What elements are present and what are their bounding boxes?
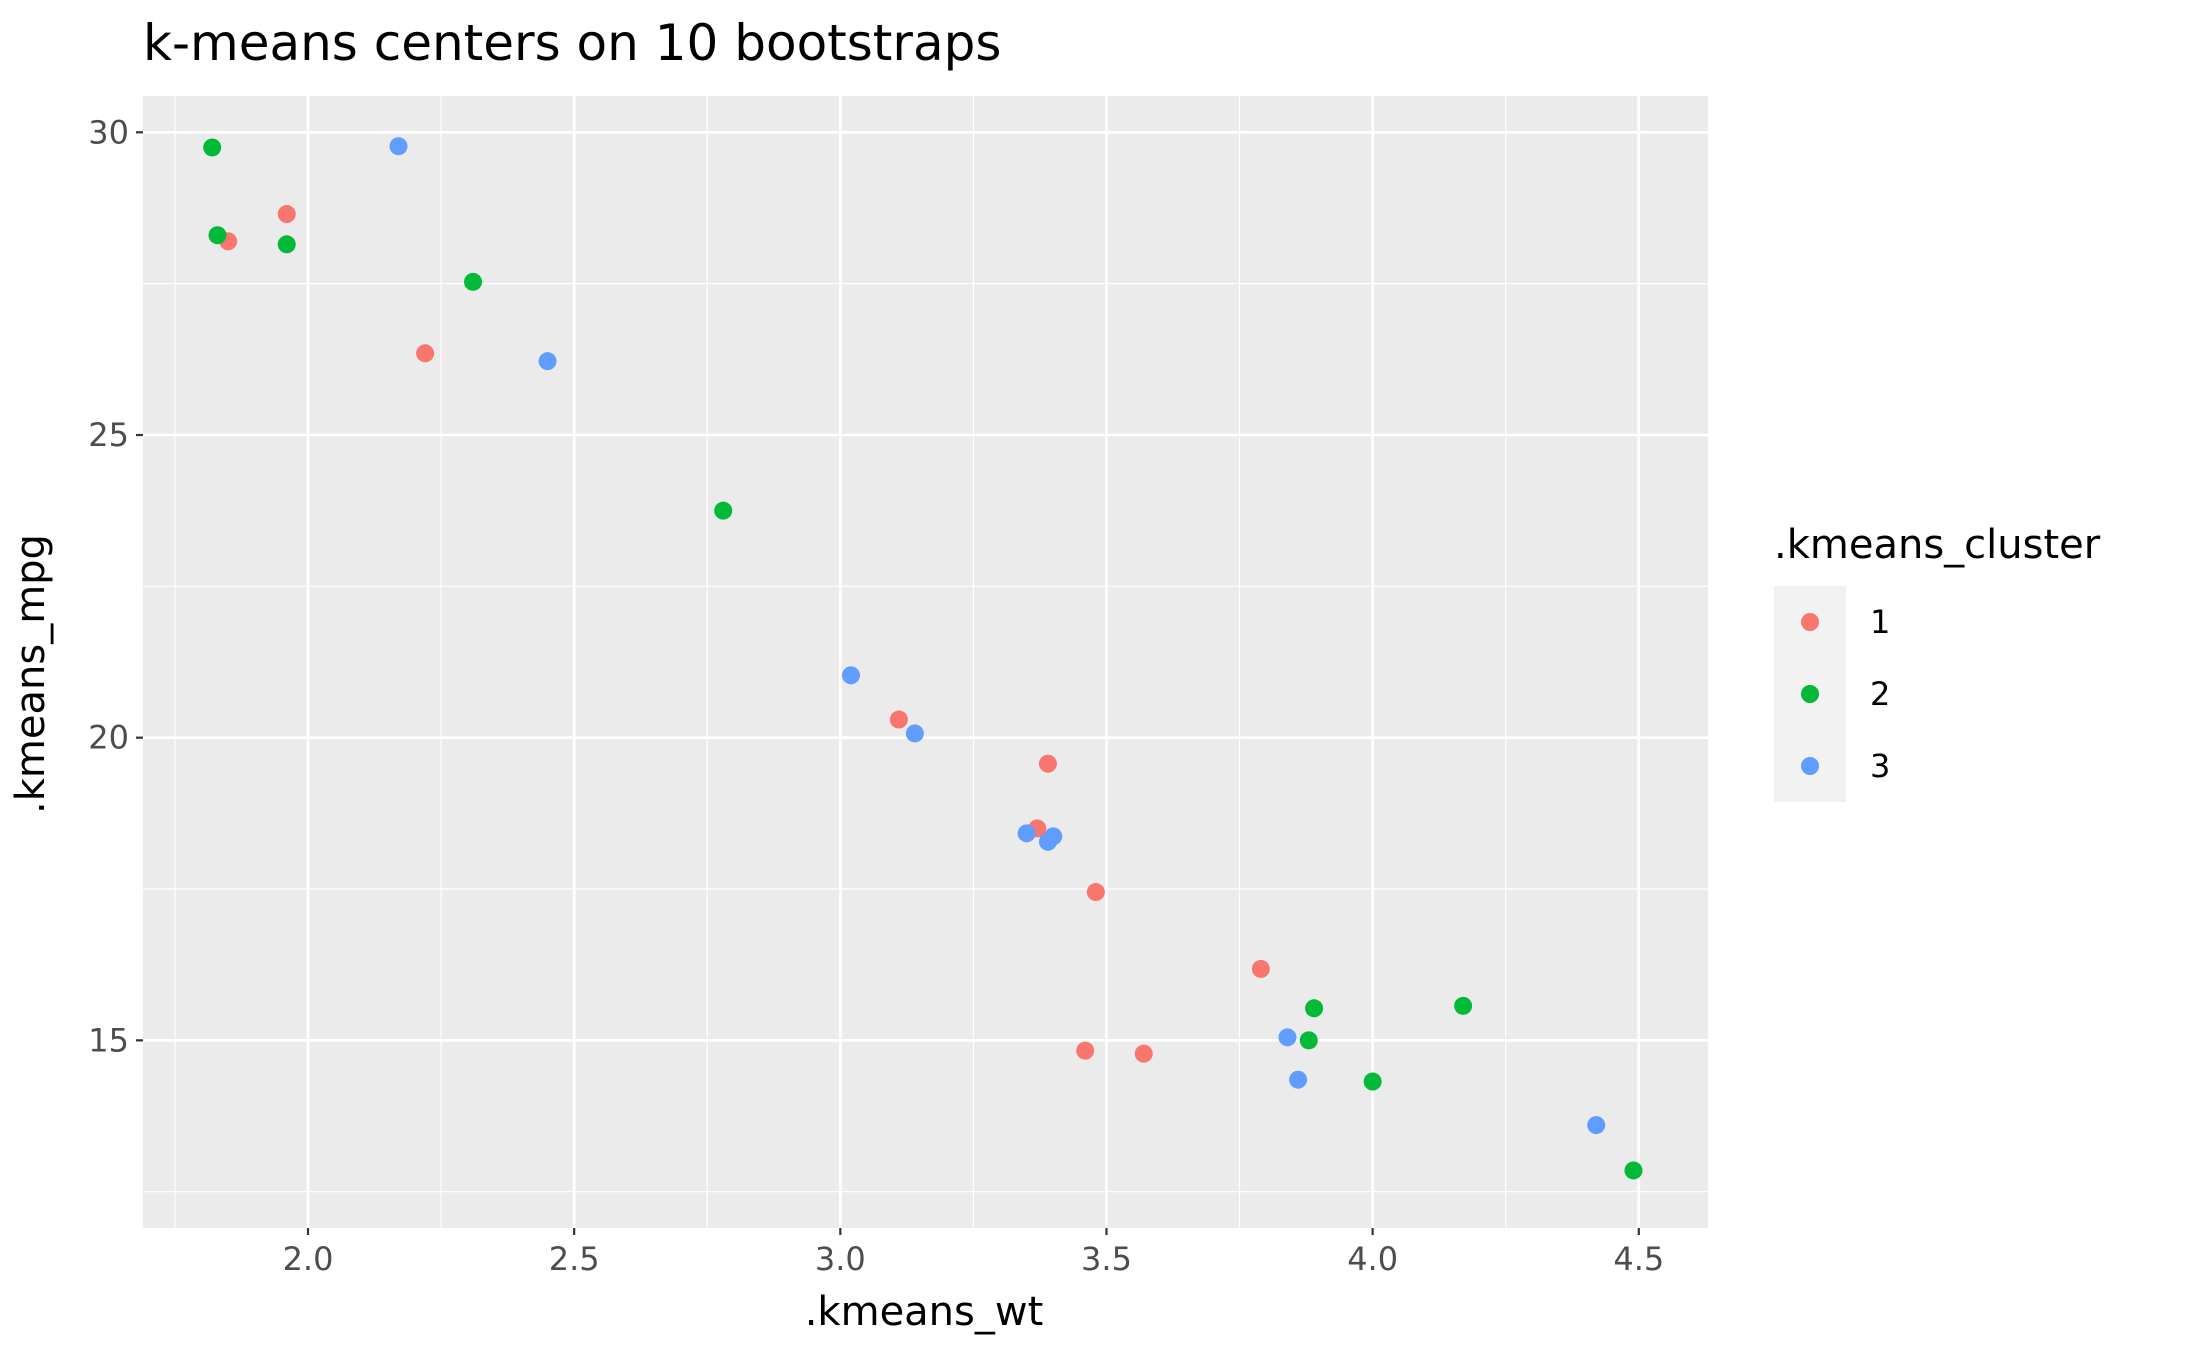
data-point-cluster-2: [1454, 996, 1473, 1015]
data-point-cluster-2: [1363, 1072, 1382, 1091]
x-axis-title: .kmeans_wt: [805, 1289, 1044, 1335]
legend-label-1: 1: [1870, 603, 1890, 641]
x-tick-label: 4.5: [1613, 1240, 1664, 1278]
data-point-cluster-1: [1251, 959, 1270, 978]
x-tick-label: 3.5: [1081, 1240, 1132, 1278]
y-axis-title: .kmeans_mpg: [8, 534, 54, 814]
legend-key-1: [1801, 613, 1819, 631]
data-point-cluster-2: [464, 272, 483, 291]
y-tick-label: 25: [88, 416, 129, 454]
data-point-cluster-3: [538, 352, 557, 371]
data-point-cluster-2: [277, 235, 296, 254]
data-point-cluster-2: [203, 138, 222, 157]
legend: .kmeans_cluster 1 2 3: [1774, 522, 2101, 802]
data-point-cluster-1: [889, 710, 908, 729]
data-point-cluster-1: [277, 205, 296, 224]
data-point-cluster-1: [1086, 883, 1105, 902]
data-point-cluster-1: [1134, 1044, 1153, 1063]
chart-title: k-means centers on 10 bootstraps: [143, 14, 1001, 72]
data-point-cluster-3: [905, 724, 924, 743]
data-point-cluster-3: [1038, 832, 1057, 851]
minor-gridlines: [143, 96, 1708, 1228]
major-gridlines: [143, 96, 1708, 1228]
y-tick-label: 15: [88, 1021, 129, 1059]
data-point-cluster-1: [1076, 1041, 1095, 1060]
x-axis-ticks: 2.0 2.5 3.0 3.5 4.0 4.5: [283, 1228, 1664, 1278]
legend-title: .kmeans_cluster: [1774, 522, 2101, 568]
data-point-cluster-3: [389, 137, 408, 156]
data-point-cluster-2: [1305, 999, 1324, 1018]
x-tick-label: 2.5: [549, 1240, 600, 1278]
legend-key-2: [1801, 685, 1819, 703]
plot-panel: [143, 96, 1708, 1228]
data-point-cluster-3: [1289, 1070, 1308, 1089]
legend-label-2: 2: [1870, 675, 1890, 713]
data-point-cluster-2: [208, 226, 227, 245]
y-tick-label: 30: [88, 113, 129, 151]
x-tick-label: 3.0: [815, 1240, 866, 1278]
legend-label-3: 3: [1870, 747, 1890, 785]
data-point-cluster-1: [416, 344, 435, 363]
x-tick-label: 2.0: [283, 1240, 334, 1278]
data-point-cluster-3: [1587, 1116, 1606, 1135]
data-point-cluster-3: [1017, 824, 1036, 843]
data-point-cluster-3: [1278, 1028, 1297, 1047]
data-point-cluster-1: [1038, 754, 1057, 773]
y-tick-label: 20: [88, 719, 129, 757]
legend-entries: 1 2 3: [1801, 603, 1890, 785]
data-points: [203, 137, 1643, 1180]
y-axis-ticks: 15 20 25 30: [88, 113, 143, 1059]
legend-key-3: [1801, 757, 1819, 775]
x-tick-label: 4.0: [1347, 1240, 1398, 1278]
data-point-cluster-3: [841, 666, 860, 685]
data-point-cluster-2: [714, 501, 733, 520]
data-point-cluster-2: [1299, 1031, 1318, 1050]
data-point-cluster-2: [1624, 1161, 1643, 1180]
